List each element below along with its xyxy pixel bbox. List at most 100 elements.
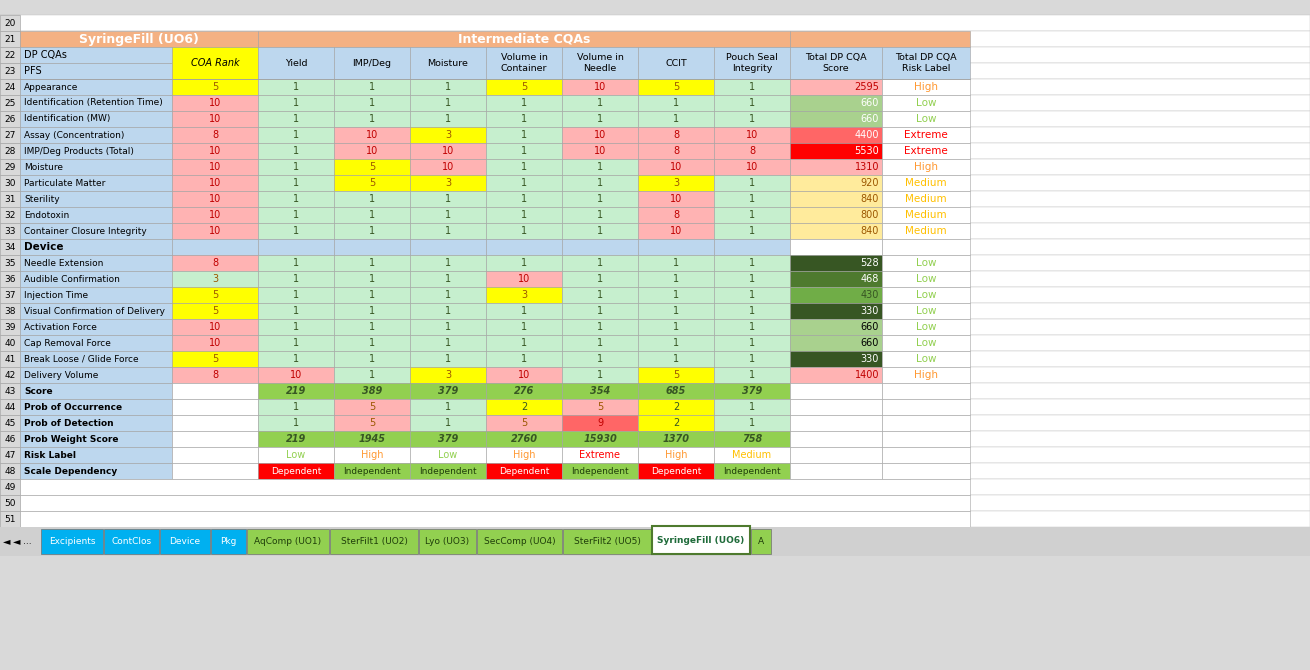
Bar (486, 95, 562, 111)
Bar (258, 79, 334, 95)
Bar (562, 287, 638, 303)
Bar (562, 399, 638, 415)
Bar (172, 383, 258, 399)
Text: 2595: 2595 (854, 82, 879, 92)
Text: Low: Low (916, 354, 937, 364)
Text: 1: 1 (521, 322, 527, 332)
Bar (334, 79, 410, 95)
Bar (790, 31, 969, 47)
Text: 1: 1 (597, 290, 603, 300)
Bar (0, 463, 20, 479)
Bar (20, 47, 172, 63)
Bar (562, 383, 638, 399)
Bar (334, 175, 410, 191)
Text: Appearance: Appearance (24, 82, 79, 92)
Bar (410, 367, 486, 383)
Text: 8: 8 (673, 130, 679, 140)
Bar (0, 15, 20, 31)
Text: 379: 379 (741, 386, 762, 396)
Bar (790, 463, 882, 479)
Text: 1: 1 (597, 306, 603, 316)
Bar (258, 127, 334, 143)
Bar (486, 383, 562, 399)
Bar (790, 143, 882, 159)
Bar (638, 335, 714, 351)
Bar (0, 191, 1310, 207)
Text: 1: 1 (521, 178, 527, 188)
Bar (410, 383, 486, 399)
Bar (330, 529, 418, 554)
Bar (790, 319, 882, 335)
Text: 8: 8 (673, 210, 679, 220)
Bar (0, 383, 1310, 399)
Text: 1: 1 (749, 290, 755, 300)
Bar (562, 271, 638, 287)
Text: 1: 1 (749, 418, 755, 428)
Text: AqComp (UO1): AqComp (UO1) (254, 537, 321, 546)
Bar (172, 287, 258, 303)
Bar (638, 431, 714, 447)
Bar (562, 335, 638, 351)
Text: Yield: Yield (284, 58, 308, 68)
Text: 1: 1 (293, 226, 299, 236)
Bar (410, 415, 486, 431)
Text: COA Rank: COA Rank (191, 58, 240, 68)
Bar (714, 47, 790, 79)
Bar (0, 479, 20, 495)
Bar (882, 415, 969, 431)
Bar (0, 399, 1310, 415)
Bar (0, 255, 20, 271)
Text: ...: ... (24, 537, 31, 546)
Text: 1: 1 (293, 274, 299, 284)
Text: Prob of Detection: Prob of Detection (24, 419, 114, 427)
Bar (258, 223, 334, 239)
Text: 1: 1 (673, 290, 679, 300)
Bar (0, 207, 20, 223)
Bar (0, 527, 1310, 556)
Bar (714, 175, 790, 191)
Text: 43: 43 (4, 387, 16, 395)
Text: 5: 5 (212, 82, 219, 92)
Text: 10: 10 (517, 274, 531, 284)
Bar (0, 159, 1310, 175)
Text: 1: 1 (293, 146, 299, 156)
Text: 10: 10 (517, 370, 531, 380)
Bar (0, 287, 20, 303)
Text: 36: 36 (4, 275, 16, 283)
Bar (638, 447, 714, 463)
Text: 1: 1 (293, 402, 299, 412)
Bar (790, 223, 882, 239)
Text: 1: 1 (749, 210, 755, 220)
Bar (0, 223, 20, 239)
Text: 10: 10 (208, 178, 221, 188)
Text: 1: 1 (749, 370, 755, 380)
Bar (20, 335, 172, 351)
Bar (486, 79, 562, 95)
Bar (0, 47, 20, 63)
Bar (486, 47, 562, 79)
Bar (562, 207, 638, 223)
Text: Assay (Concentration): Assay (Concentration) (24, 131, 124, 139)
Bar (0, 239, 1310, 255)
Text: 44: 44 (4, 403, 16, 411)
Bar (562, 159, 638, 175)
Bar (486, 351, 562, 367)
Bar (0, 31, 1310, 47)
Text: 10: 10 (208, 114, 221, 124)
Bar (334, 143, 410, 159)
Bar (20, 431, 172, 447)
Bar (790, 335, 882, 351)
Bar (334, 271, 410, 287)
Bar (160, 529, 210, 554)
Bar (0, 447, 20, 463)
Text: 1: 1 (673, 306, 679, 316)
Bar (334, 399, 410, 415)
Bar (714, 127, 790, 143)
Text: 330: 330 (861, 354, 879, 364)
Bar (0, 95, 20, 111)
Bar (0, 95, 1310, 111)
Bar (258, 303, 334, 319)
Text: 1: 1 (749, 178, 755, 188)
Bar (20, 191, 172, 207)
Text: High: High (914, 162, 938, 172)
